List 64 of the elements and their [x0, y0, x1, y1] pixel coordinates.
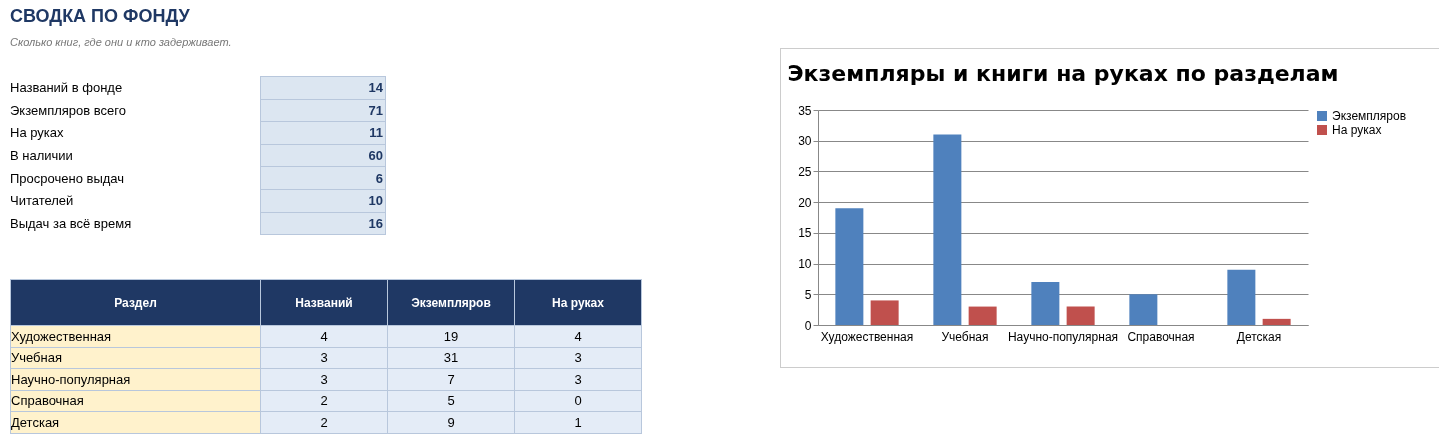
data-label: 11	[260, 121, 386, 145]
legend-label: Экземпляров	[1332, 109, 1407, 123]
y-tick-label: 0	[804, 318, 812, 333]
legend-label: На руках	[1332, 123, 1382, 137]
data-label: 9	[387, 411, 515, 433]
category-label: Справочная	[10, 390, 261, 412]
bar	[933, 134, 962, 325]
x-tick-label: Учебная	[941, 329, 989, 344]
category-label: Учебная	[10, 347, 261, 369]
text: Сколько книг, где они и кто задерживает.	[10, 36, 232, 48]
data-label: 2	[260, 390, 388, 412]
series-label: Названий	[260, 279, 388, 326]
category-label: В наличии	[10, 147, 74, 166]
data-label: 2	[260, 411, 388, 433]
data-label: 10	[260, 189, 386, 213]
text: Раздел	[10, 279, 261, 326]
data-label: 19	[387, 325, 515, 347]
y-tick-label: 5	[804, 287, 812, 302]
category-label: Детская	[10, 411, 261, 433]
bar	[968, 306, 997, 325]
data-label: 6	[260, 166, 386, 190]
data-label: 31	[387, 347, 515, 369]
category-label: Экземпляров всего	[10, 101, 127, 120]
category-label: Просрочено выдач	[10, 169, 126, 188]
bar	[1066, 306, 1095, 325]
series-label: Экземпляров	[387, 279, 515, 326]
x-tick-label: Детская	[1236, 329, 1282, 344]
x-tick-label: Научно-популярная	[1007, 329, 1119, 344]
data-label: 60	[260, 144, 386, 167]
bar	[1031, 282, 1060, 325]
x-tick-label: Справочная	[1127, 329, 1195, 344]
data-label: 3	[514, 368, 642, 390]
data-label: 3	[260, 368, 388, 390]
bar	[1129, 294, 1158, 325]
category-label: На руках	[10, 124, 65, 143]
bar	[1262, 318, 1291, 325]
y-tick-label: 35	[798, 103, 812, 118]
data-label: 4	[514, 325, 642, 347]
chart-title: Экземпляры и книги на руках по разделам	[787, 61, 1339, 86]
y-tick-label: 20	[798, 195, 812, 210]
series-label: На руках	[514, 279, 642, 326]
y-tick-label: 25	[798, 164, 812, 179]
data-label: 7	[387, 368, 515, 390]
bar	[870, 300, 899, 325]
category-label: Читателей	[10, 192, 75, 211]
y-tick-label: 10	[798, 257, 812, 272]
category-label: Выдач за всё время	[10, 214, 133, 233]
y-tick-label: 15	[798, 226, 812, 241]
data-label: 5	[387, 390, 515, 412]
data-label: 71	[260, 99, 386, 122]
data-label: 3	[514, 347, 642, 369]
x-tick-label: Художественная	[820, 329, 914, 344]
category-label: Названий в фонде	[10, 79, 124, 98]
y-tick-label: 30	[798, 134, 812, 149]
data-label: 1	[514, 411, 642, 433]
data-label: 4	[260, 325, 388, 347]
text: СВОДКА ПО ФОНДУ	[10, 6, 190, 27]
data-label: 0	[514, 390, 642, 412]
bar	[1227, 269, 1256, 325]
data-label: 3	[260, 347, 388, 369]
category-label: Научно-популярная	[10, 368, 261, 390]
bar	[835, 208, 864, 325]
data-label: 14	[260, 76, 386, 100]
data-label: 16	[260, 212, 386, 235]
